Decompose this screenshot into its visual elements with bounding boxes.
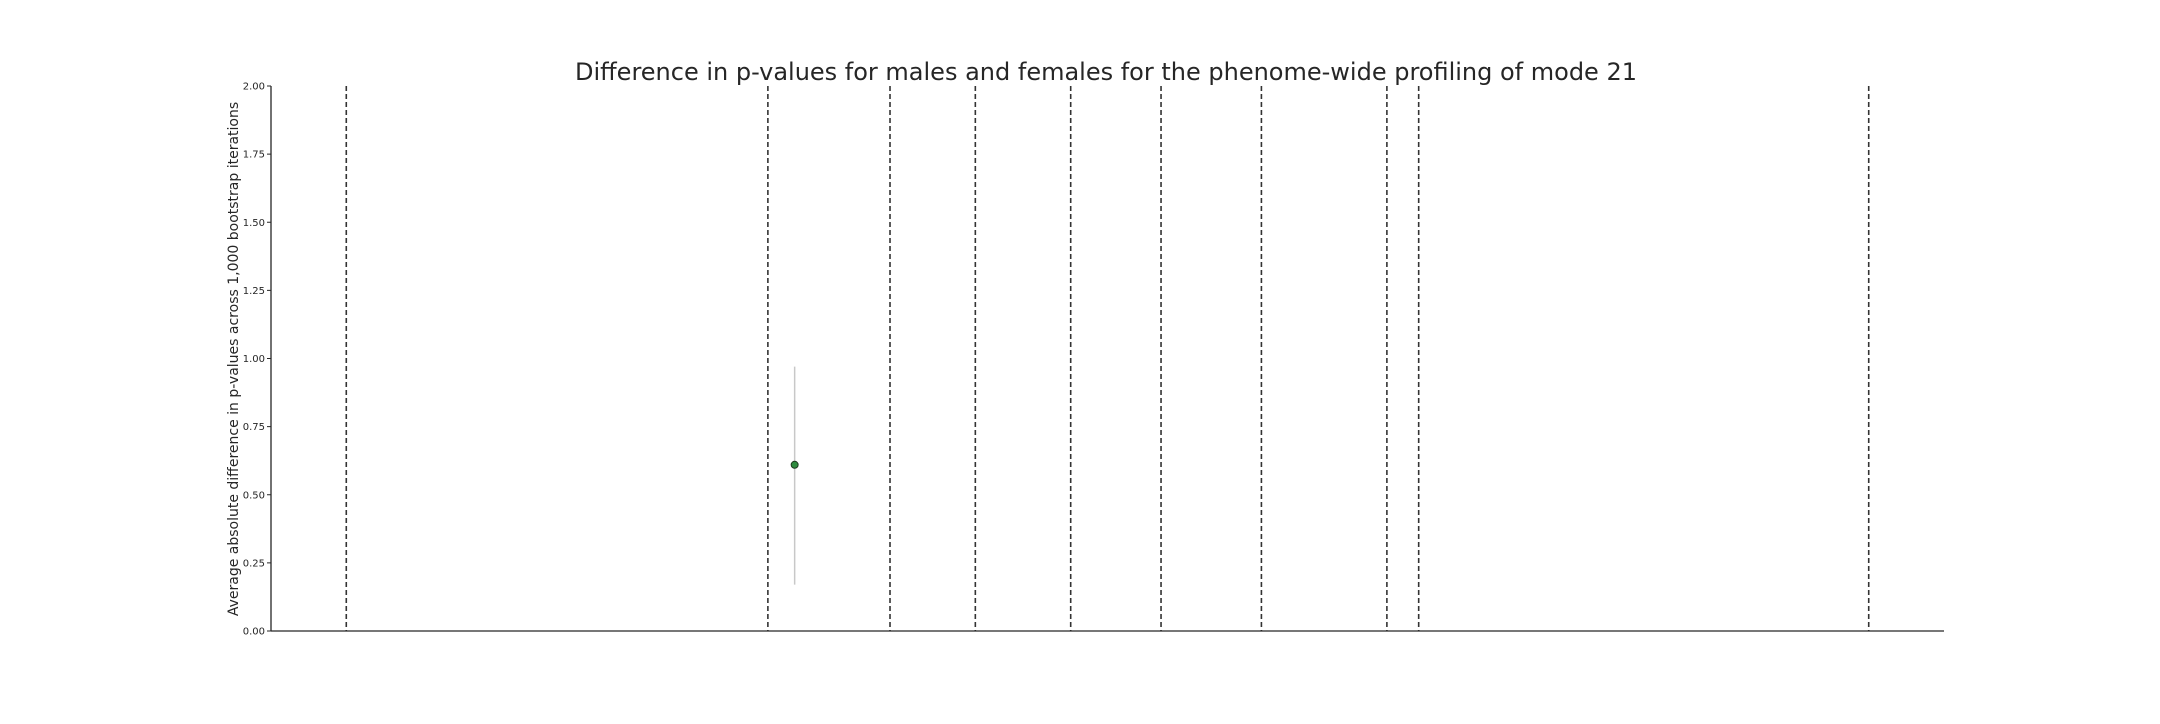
y-axis-ticks: 0.00 0.25 0.50 0.75 1.00 1.25 1.50 1.75 2.00: [243, 82, 271, 638]
y-tick-label: 1.00: [243, 354, 265, 365]
category-dividers: [345, 86, 1870, 631]
y-tick-label: 2.00: [243, 82, 265, 93]
y-tick-label: 1.75: [243, 150, 265, 161]
y-tick-label: 0.00: [243, 627, 265, 638]
y-tick-label: 0.50: [243, 490, 265, 501]
data-points: [790, 366, 799, 585]
y-tick-label: 1.50: [243, 218, 265, 229]
y-tick-label: 0.25: [243, 558, 265, 569]
data-point: [790, 460, 799, 469]
y-axis-label: Average absolute difference in p-values …: [226, 102, 242, 616]
chart-title: Difference in p-values for males and fem…: [575, 58, 1637, 86]
y-tick-label: 1.25: [243, 286, 265, 297]
y-tick-label: 0.75: [243, 422, 265, 433]
